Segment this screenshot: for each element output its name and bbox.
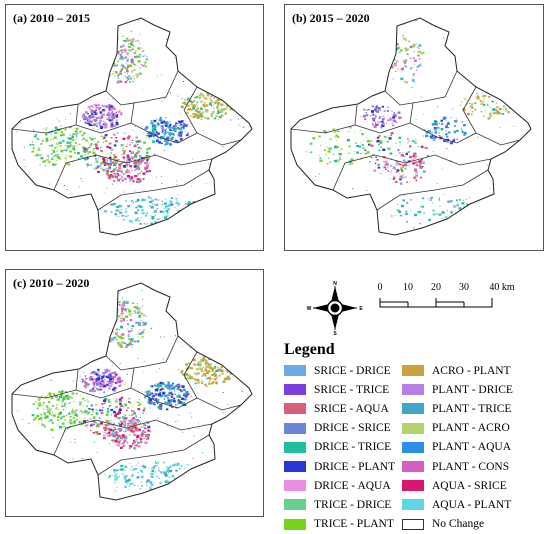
panel-title: (a) 2010 – 2015 [13,11,90,25]
legend-item: AQUA - SRICE [402,476,513,495]
legend-label: SRICE - AQUA [314,402,389,415]
change-map [11,282,253,501]
legend-item: DRICE - SRICE [284,419,395,438]
legend-label: DRICE - AQUA [314,479,391,492]
legend-label: DRICE - TRICE [314,441,392,454]
legend-item: No Change [402,515,513,534]
legend-item: DRICE - AQUA [284,476,395,495]
legend-label: PLANT - ACRO [432,422,510,435]
legend-label: TRICE - PLANT [314,518,394,531]
compass-rose-icon: N S W E [307,281,364,336]
legend-label: DRICE - SRICE [314,422,391,435]
compass-south-label: S [333,331,337,336]
legend-swatch [402,365,424,377]
legend-swatch [284,403,306,415]
legend-item: PLANT - TRICE [402,399,513,418]
legend-label: SRICE - DRICE [314,364,391,377]
legend-swatch [402,422,424,434]
compass-east-label: E [359,306,363,312]
compass-west-label: W [307,306,312,312]
map-panel-2010-2015: (a) 2010 – 2015 [5,4,264,251]
legend-swatch [402,480,424,492]
legend-swatch [402,499,424,511]
legend-item: DRICE - PLANT [284,457,395,476]
legend-swatch [284,461,306,473]
legend-swatch [284,384,306,396]
legend-label: PLANT - CONS [432,460,510,473]
panel-title: (b) 2015 – 2020 [292,11,370,25]
land-change-patches [13,286,252,500]
legend-label: AQUA - PLANT [432,498,512,511]
legend-label: PLANT - TRICE [432,402,512,415]
legend-item: PLANT - AQUA [402,438,513,457]
legend-swatch [402,441,424,453]
legend-swatch [402,518,424,530]
map-panel-2015-2020: (b) 2015 – 2020 [284,4,544,251]
legend-swatch [284,422,306,434]
legend-label: PLANT - AQUA [432,441,512,454]
legend-label: DRICE - PLANT [314,460,396,473]
legend-item: DRICE - TRICE [284,438,395,457]
legend-swatch [284,499,306,511]
region-boundary [290,17,532,236]
land-change-patches [12,18,252,235]
scale-tick-label: 0 [377,282,383,293]
legend-label: No Change [432,518,485,531]
scale-bar: 0 10 20 30 40 km [376,282,536,322]
legend-swatch [402,384,424,396]
legend-swatch [402,461,424,473]
legend-swatch [284,480,306,492]
compass-north-label: N [333,281,337,287]
legend-item: PLANT - DRICE [402,380,513,399]
legend-item: SRICE - TRICE [284,380,395,399]
legend-label: ACRO - PLANT [432,364,511,377]
panel-title: (c) 2010 – 2020 [13,276,90,290]
legend-label: SRICE - TRICE [314,383,390,396]
legend-item: SRICE - DRICE [284,361,395,380]
legend-swatch [402,403,424,415]
change-map [290,17,532,236]
legend-title: Legend [284,341,335,358]
change-map [11,17,253,236]
legend-item: AQUA - PLANT [402,495,513,514]
legend-item: ACRO - PLANT [402,361,513,380]
legend-item: TRICE - PLANT [284,515,395,534]
legend-label: PLANT - DRICE [432,383,513,396]
scale-bar-segments [379,298,493,308]
map-panel-2010-2020: (c) 2010 – 2020 [5,269,264,517]
scale-tick-label: 20 [431,282,441,293]
legend-swatch [284,518,306,530]
legend-label: AQUA - SRICE [432,479,507,492]
legend-column: ACRO - PLANT PLANT - DRICE PLANT - TRICE PL… [402,361,513,534]
region-boundary [11,282,253,501]
legend-item: SRICE - AQUA [284,399,395,418]
legend-swatch [284,441,306,453]
legend-item: PLANT - CONS [402,457,513,476]
region-boundary [11,17,253,236]
legend-item: PLANT - ACRO [402,419,513,438]
scale-tick-label: 30 [459,282,469,293]
scale-tick-label: 10 [403,282,413,293]
legend-label: TRICE - DRICE [314,498,392,511]
legend-column: SRICE - DRICE SRICE - TRICE SRICE - AQUA DR… [284,361,395,534]
legend-swatch [284,365,306,377]
scale-tick-label: 40 km [489,282,515,293]
legend-item: TRICE - DRICE [284,495,395,514]
